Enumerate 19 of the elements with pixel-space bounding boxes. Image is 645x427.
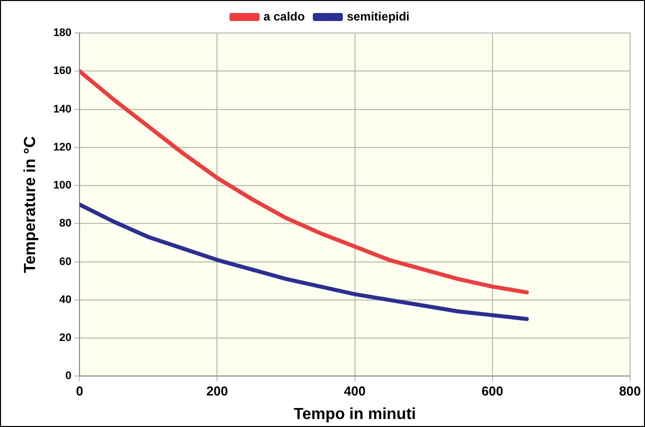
y-tick-label: 120	[53, 141, 72, 154]
x-tick-label: 600	[482, 384, 504, 399]
x-axis-title: Tempo in minuti	[294, 406, 416, 423]
y-tick-label: 180	[53, 27, 72, 40]
y-tick-label: 0	[65, 370, 72, 382]
y-tick-label: 40	[59, 294, 72, 306]
legend-label: semitiepidi	[346, 9, 410, 24]
x-tick-label: 0	[76, 384, 84, 399]
y-tick-label: 160	[53, 65, 72, 78]
x-tick-label: 800	[619, 384, 641, 399]
y-tick-label: 80	[59, 218, 72, 230]
x-tick-label: 200	[206, 384, 228, 399]
y-axis-title: Temperature in °C	[22, 136, 40, 273]
legend-label: a caldo	[263, 9, 305, 24]
x-tick-label: 400	[344, 384, 366, 399]
y-tick-label: 100	[53, 180, 72, 192]
y-tick-label: 140	[53, 103, 72, 116]
y-tick-label: 20	[59, 332, 72, 344]
y-tick-label: 60	[59, 256, 72, 268]
